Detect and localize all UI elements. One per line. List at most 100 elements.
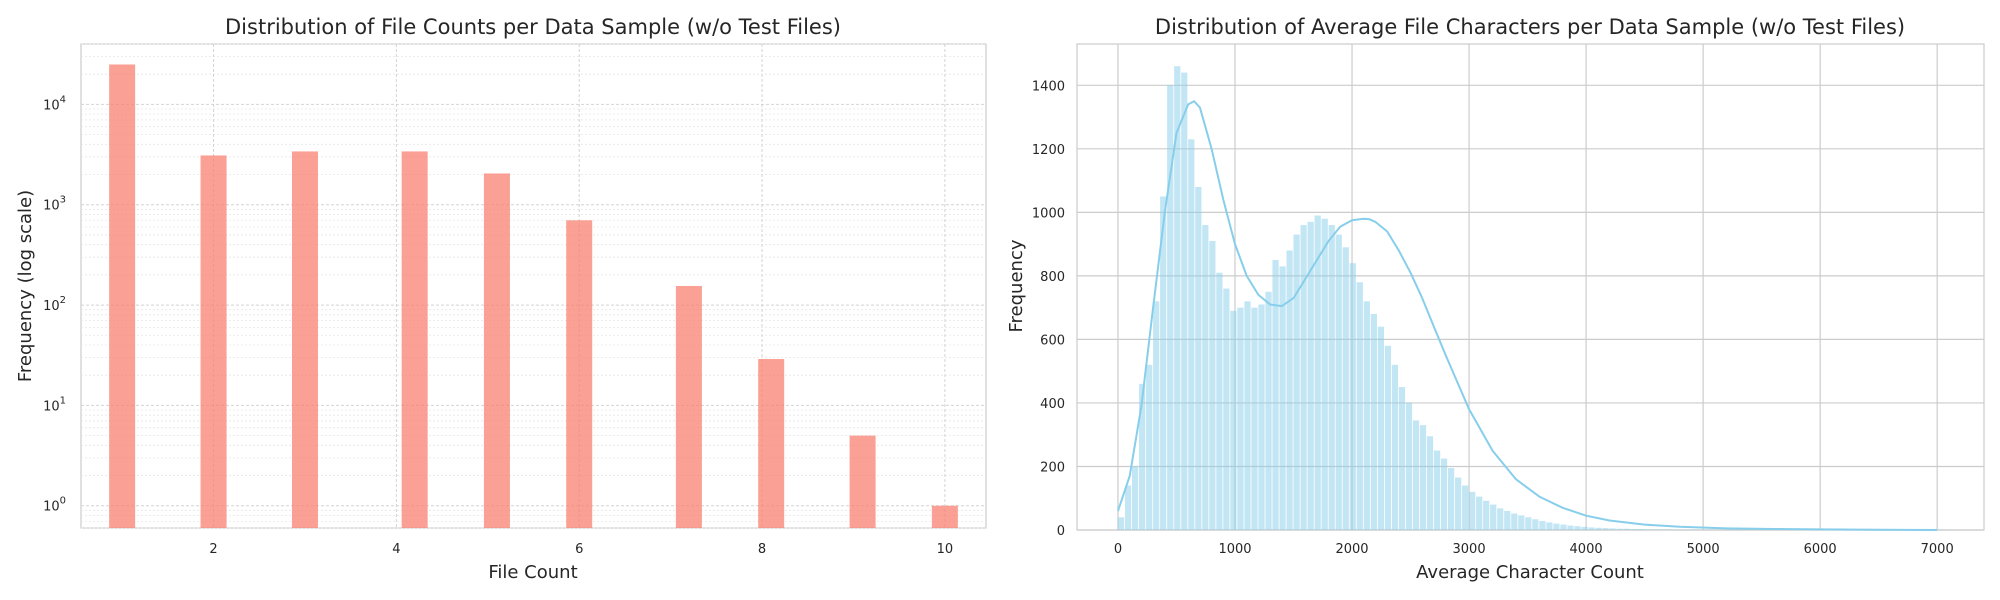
histogram-bar	[1658, 529, 1665, 530]
histogram-bar	[1609, 528, 1616, 530]
histogram-bar	[1300, 225, 1307, 530]
histogram-bar	[1651, 529, 1658, 530]
histogram-bar	[1272, 260, 1279, 530]
histogram-bar	[1251, 307, 1258, 530]
avg-char-count-chart: 0 1000 2000 3000 4000 5000 6000 7000 0 200 400 600…	[1006, 15, 1985, 583]
x-tick-label: 6000	[1804, 542, 1837, 557]
histogram-bar	[1447, 468, 1455, 530]
histogram-bar	[1532, 519, 1539, 530]
histogram-bar	[1616, 528, 1623, 530]
kde-line	[1117, 100, 1938, 531]
x-tick-label: 2	[209, 542, 217, 557]
histogram-bar	[1412, 420, 1420, 530]
histogram-bar	[1384, 345, 1392, 530]
histogram-bar	[1567, 525, 1574, 530]
y-tick-label: 1200	[1032, 143, 1065, 158]
bar	[401, 151, 428, 528]
histogram-bar	[1602, 528, 1609, 530]
histogram-bar	[1356, 282, 1363, 530]
grid-lines	[81, 43, 986, 529]
histogram-bar	[1230, 310, 1237, 530]
x-tick-labels: 0 1000 2000 3000 4000 5000 6000 7000	[1114, 542, 1954, 557]
histogram-bar	[1588, 527, 1595, 530]
histogram-bar	[1665, 529, 1672, 530]
histogram-bar	[1132, 466, 1139, 530]
histogram-bar	[1433, 450, 1441, 530]
x-tick-label: 2000	[1335, 542, 1368, 557]
bar	[849, 435, 876, 528]
histogram-bar	[1644, 529, 1651, 530]
y-tick-label: 800	[1040, 270, 1065, 285]
histogram-bar	[1286, 250, 1293, 530]
histogram-bar	[1139, 383, 1146, 530]
y-tick-label: 101	[43, 395, 66, 414]
histogram-bar	[1181, 72, 1188, 531]
bar	[566, 220, 593, 528]
histogram-bar	[1279, 266, 1286, 530]
file-count-chart: 2 4 6 8 10 100 101 102 103 104 Distribution of F…	[15, 15, 987, 583]
histogram-bar	[1574, 526, 1581, 530]
histogram-bar	[1518, 515, 1525, 530]
histogram-bar	[1581, 526, 1588, 530]
histogram-bar	[1419, 425, 1427, 530]
y-axis-label: Frequency	[1006, 239, 1027, 332]
histogram-bar	[1335, 234, 1342, 530]
x-tick-label: 8	[758, 542, 766, 557]
x-tick-label: 4	[392, 542, 400, 557]
histogram-bar	[1504, 510, 1511, 530]
histogram-bar	[1370, 314, 1377, 530]
histogram-bar	[1293, 234, 1300, 530]
y-tick-label: 1000	[1032, 206, 1065, 221]
histogram-bar	[1490, 504, 1497, 530]
histogram-bar	[1258, 304, 1265, 530]
histogram-bar	[1195, 186, 1202, 531]
histogram-bar	[1216, 272, 1223, 530]
histogram-bar	[1244, 301, 1251, 530]
bar	[483, 173, 510, 528]
x-axis-label: Average Character Count	[1416, 562, 1644, 583]
x-axis-label: File Count	[488, 562, 577, 583]
histogram-bar	[1511, 513, 1518, 530]
histogram-bar	[1328, 225, 1335, 530]
bars	[109, 64, 958, 529]
x-tick-label: 5000	[1687, 542, 1720, 557]
histogram-bar	[1398, 387, 1406, 530]
histogram-bar	[1560, 524, 1567, 530]
y-tick-label: 400	[1040, 397, 1065, 412]
histogram-bar	[1595, 527, 1602, 530]
x-tick-label: 3000	[1453, 542, 1486, 557]
histogram-bar	[1497, 508, 1504, 530]
histogram-bar	[1307, 221, 1314, 530]
plot-area-file-count	[80, 43, 987, 529]
histogram-bar	[1237, 307, 1244, 530]
chart-title: Distribution of File Counts per Data Sam…	[225, 15, 841, 39]
histogram-bar	[1153, 301, 1160, 530]
bar	[758, 359, 785, 528]
histogram-bar	[1546, 522, 1553, 530]
histogram-bar	[1188, 139, 1195, 530]
chart-title: Distribution of Average File Characters …	[1155, 15, 1905, 39]
histogram-bar	[1314, 215, 1321, 530]
histogram-bar	[1483, 500, 1490, 530]
x-tick-label: 4000	[1570, 542, 1603, 557]
histogram-bar	[1223, 288, 1230, 530]
y-tick-label: 1400	[1032, 79, 1065, 94]
histogram-bar	[1377, 326, 1384, 530]
x-tick-label: 1000	[1218, 542, 1251, 557]
histogram-bar	[1349, 263, 1356, 530]
histogram-bar	[1637, 529, 1644, 530]
histogram-bars	[1117, 66, 1946, 531]
histogram-bar	[1455, 477, 1462, 530]
histogram-bar	[1476, 496, 1483, 530]
y-tick-label: 102	[43, 295, 66, 314]
histogram-bar	[1167, 85, 1174, 530]
histogram-bar	[1124, 485, 1132, 530]
histogram-bar	[1462, 485, 1469, 530]
histogram-bar	[1209, 240, 1216, 531]
x-tick-labels: 2 4 6 8 10	[209, 542, 953, 557]
histogram-bar	[1623, 528, 1630, 530]
y-tick-label: 0	[1057, 524, 1065, 539]
histogram-bar	[1174, 66, 1181, 530]
x-tick-label: 6	[575, 542, 583, 557]
